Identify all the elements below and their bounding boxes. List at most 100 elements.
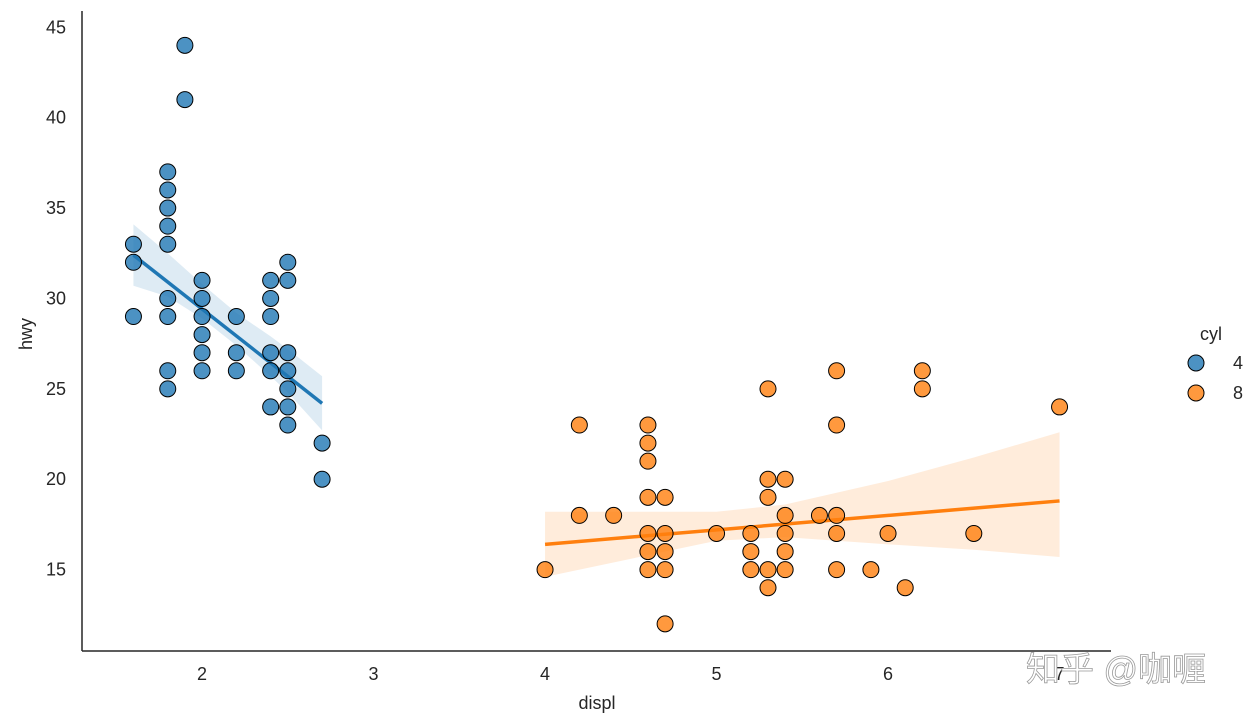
point-cyl-8	[639, 434, 657, 452]
point-cyl-4	[279, 380, 297, 398]
point-cyl-8	[1051, 398, 1069, 416]
legend-label-4: 4	[1233, 353, 1243, 373]
point-cyl-8	[656, 524, 674, 542]
x-tick-label: 2	[197, 664, 207, 684]
point-cyl-4	[159, 380, 177, 398]
point-cyl-8	[862, 561, 880, 579]
point-cyl-8	[570, 506, 588, 524]
point-cyl-4	[159, 163, 177, 181]
point-cyl-8	[913, 362, 931, 380]
point-cyl-4	[279, 344, 297, 362]
point-cyl-8	[828, 524, 846, 542]
point-cyl-4	[262, 289, 280, 307]
y-tick-label: 40	[46, 108, 66, 128]
point-cyl-8	[639, 452, 657, 470]
point-cyl-8	[742, 561, 760, 579]
point-cyl-8	[656, 543, 674, 561]
legend-title: cyl	[1200, 324, 1222, 344]
point-cyl-8	[828, 506, 846, 524]
x-tick-label: 5	[712, 664, 722, 684]
point-cyl-8	[656, 488, 674, 506]
watermark: 知乎 @咖喱	[1026, 651, 1206, 689]
legend-label-8: 8	[1233, 383, 1243, 403]
point-cyl-8	[536, 561, 554, 579]
y-ticks: 15 20 25 30 35 40 45	[46, 17, 66, 579]
point-cyl-8	[639, 561, 657, 579]
point-cyl-4	[193, 308, 211, 326]
legend-marker-4	[1187, 354, 1205, 372]
point-cyl-8	[639, 543, 657, 561]
point-cyl-4	[313, 434, 331, 452]
point-cyl-4	[159, 362, 177, 380]
point-cyl-8	[828, 416, 846, 434]
point-cyl-4	[279, 271, 297, 289]
point-cyl-4	[193, 326, 211, 344]
point-cyl-8	[776, 561, 794, 579]
legend-marker-8	[1187, 384, 1205, 402]
point-cyl-4	[176, 36, 194, 54]
point-cyl-8	[759, 579, 777, 597]
point-cyl-4	[262, 362, 280, 380]
point-cyl-8	[639, 488, 657, 506]
fit-line-8	[544, 499, 1060, 547]
point-cyl-8	[742, 543, 760, 561]
point-cyl-8	[776, 470, 794, 488]
point-cyl-4	[262, 271, 280, 289]
point-cyl-8	[913, 380, 931, 398]
point-cyl-4	[159, 289, 177, 307]
point-cyl-4	[159, 181, 177, 199]
point-cyl-8	[639, 416, 657, 434]
point-cyl-4	[193, 362, 211, 380]
point-cyl-4	[159, 308, 177, 326]
point-cyl-8	[759, 488, 777, 506]
point-cyl-4	[313, 470, 331, 488]
x-tick-label: 4	[540, 664, 550, 684]
point-cyl-4	[193, 271, 211, 289]
point-cyl-4	[227, 308, 245, 326]
point-cyl-4	[262, 344, 280, 362]
point-cyl-8	[570, 416, 588, 434]
point-cyl-8	[776, 524, 794, 542]
point-cyl-4	[279, 253, 297, 271]
point-cyl-4	[279, 362, 297, 380]
point-cyl-4	[159, 235, 177, 253]
y-tick-label: 25	[46, 379, 66, 399]
point-cyl-8	[828, 362, 846, 380]
legend: cyl 4 8	[1187, 324, 1243, 403]
point-cyl-8	[605, 506, 623, 524]
data-points	[124, 36, 1069, 633]
point-cyl-8	[639, 524, 657, 542]
x-tick-label: 7	[1055, 664, 1065, 684]
x-axis-label: displ	[578, 693, 615, 713]
point-cyl-4	[176, 91, 194, 109]
point-cyl-8	[828, 561, 846, 579]
point-cyl-8	[759, 470, 777, 488]
point-cyl-8	[965, 524, 983, 542]
point-cyl-4	[159, 217, 177, 235]
point-cyl-4	[193, 344, 211, 362]
y-tick-label: 20	[46, 469, 66, 489]
point-cyl-4	[124, 308, 142, 326]
y-tick-label: 35	[46, 198, 66, 218]
point-cyl-8	[742, 524, 760, 542]
point-cyl-4	[227, 344, 245, 362]
point-cyl-4	[227, 362, 245, 380]
point-cyl-4	[159, 199, 177, 217]
y-axis-label: hwy	[16, 318, 36, 350]
point-cyl-4	[124, 235, 142, 253]
point-cyl-4	[279, 416, 297, 434]
y-tick-label: 30	[46, 288, 66, 308]
point-cyl-8	[656, 615, 674, 633]
point-cyl-4	[193, 289, 211, 307]
ci-band-8	[545, 432, 1060, 577]
point-cyl-8	[776, 543, 794, 561]
point-cyl-4	[262, 398, 280, 416]
y-tick-label: 15	[46, 560, 66, 580]
y-tick-label: 45	[46, 17, 66, 37]
point-cyl-8	[708, 524, 726, 542]
point-cyl-8	[656, 561, 674, 579]
point-cyl-8	[759, 561, 777, 579]
x-ticks: 2 3 4 5 6 7	[197, 664, 1065, 684]
point-cyl-8	[879, 524, 897, 542]
